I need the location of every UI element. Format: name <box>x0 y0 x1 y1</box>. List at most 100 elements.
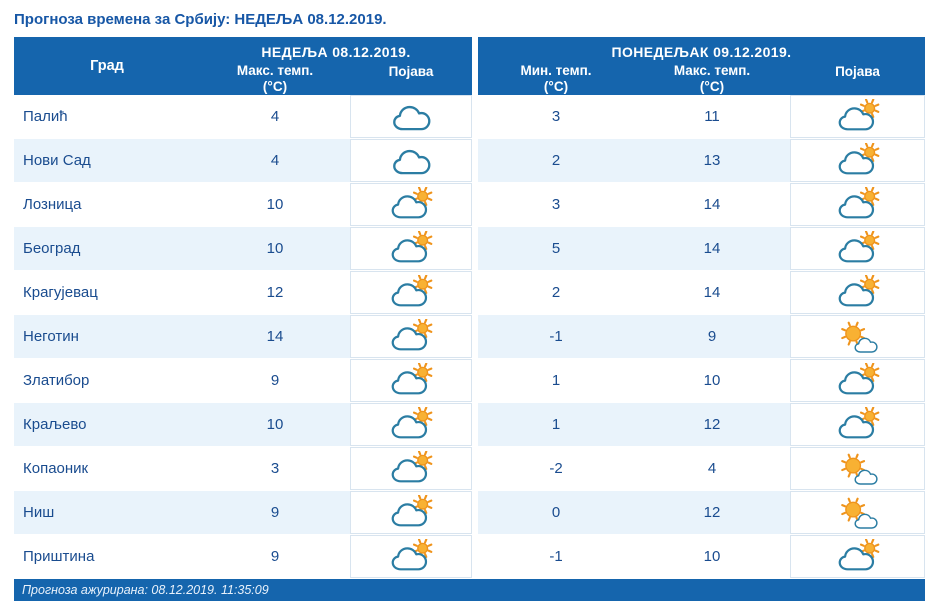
weather-partly-cloudy-icon <box>391 187 433 219</box>
col-header-monday-phenomenon: Појава <box>790 61 925 95</box>
monday-min-temp-cell: 1 <box>551 416 561 433</box>
monday-weather-icon-cell <box>790 227 925 270</box>
sunday-weather-icon-cell <box>350 271 472 314</box>
monday-max-temp-cell: 14 <box>703 240 721 257</box>
col-header-sunday-phenomenon: Појава <box>350 61 472 95</box>
weather-mostly-sunny-icon <box>840 497 878 529</box>
sunday-weather-icon-cell <box>350 227 472 270</box>
group-divider <box>472 491 478 534</box>
group-divider <box>472 95 478 138</box>
weather-partly-cloudy-icon <box>391 407 433 439</box>
city-cell: Ниш <box>23 504 55 521</box>
city-cell: Неготин <box>23 328 79 345</box>
sunday-weather-icon-cell <box>350 139 472 182</box>
group-divider <box>472 315 478 358</box>
cloud-icon <box>391 503 428 527</box>
page-title: Прогноза времена за Србију: НЕДЕЉА 08.12… <box>14 11 387 28</box>
monday-min-temp-cell: 3 <box>551 108 561 125</box>
cloud-icon <box>391 371 428 395</box>
group-divider <box>472 359 478 402</box>
sunday-weather-icon-cell <box>350 359 472 402</box>
sunday-max-temp-cell: 9 <box>270 548 280 565</box>
sun-icon <box>840 453 865 478</box>
weather-partly-cloudy-icon <box>838 363 879 395</box>
table-row: Копаоник 3 -2 4 <box>14 447 925 491</box>
monday-min-temp-cell: -2 <box>549 460 563 477</box>
footer-bar: Прогноза ажурирана: 08.12.2019. 11:35:09 <box>14 579 925 601</box>
sunday-weather-icon-cell <box>350 95 472 138</box>
col-unit: (°C) <box>543 79 569 95</box>
monday-weather-icon-cell <box>790 359 925 402</box>
table-row: Београд 10 5 14 <box>14 227 925 271</box>
monday-weather-icon-cell <box>790 447 925 490</box>
weather-partly-cloudy-icon <box>838 187 879 219</box>
cloud-icon <box>838 239 874 263</box>
sun-icon <box>412 231 433 250</box>
monday-weather-icon-cell <box>790 139 925 182</box>
forecast-table: Град НЕДЕЉА 08.12.2019. ПОНЕДЕЉАК 09.12.… <box>14 37 925 579</box>
monday-min-temp-cell: 2 <box>551 284 561 301</box>
sunday-max-temp-cell: 9 <box>270 504 280 521</box>
monday-weather-icon-cell <box>790 535 925 578</box>
weather-partly-cloudy-icon <box>838 231 879 263</box>
sunday-weather-icon-cell <box>350 535 472 578</box>
city-cell: Палић <box>23 108 68 125</box>
monday-min-temp-cell: -1 <box>549 328 563 345</box>
table-row: Лозница 10 3 14 <box>14 183 925 227</box>
cloud-icon <box>391 195 428 219</box>
group-divider <box>472 271 478 314</box>
sunday-weather-icon-cell <box>350 183 472 226</box>
monday-max-temp-cell: 13 <box>703 152 721 169</box>
weather-partly-cloudy-icon <box>391 451 433 483</box>
table-row: Ниш 9 0 12 <box>14 491 925 535</box>
weather-partly-cloudy-icon <box>838 539 879 571</box>
monday-weather-icon-cell <box>790 315 925 358</box>
city-cell: Крагујевац <box>23 284 98 301</box>
cloud-icon <box>391 327 428 351</box>
col-header-monday-max-temp: Макс. темп. (°C) <box>634 61 790 95</box>
sun-icon <box>840 497 865 522</box>
cloud-icon <box>853 469 878 485</box>
cloud-icon <box>391 459 428 483</box>
sunday-weather-icon-cell <box>350 447 472 490</box>
last-updated-text: Прогноза ажурирана: 08.12.2019. 11:35:09 <box>22 583 269 597</box>
monday-max-temp-cell: 10 <box>703 548 721 565</box>
cloud-icon <box>853 513 878 529</box>
cloud-icon <box>838 107 874 131</box>
cloud-icon <box>391 547 428 571</box>
monday-min-temp-cell: 0 <box>551 504 561 521</box>
col-unit: (°C) <box>262 79 288 95</box>
monday-weather-icon-cell <box>790 183 925 226</box>
col-header-sunday-max-temp: Макс. темп. (°C) <box>200 61 350 95</box>
weather-partly-cloudy-icon <box>838 275 879 307</box>
weather-partly-cloudy-icon <box>391 539 433 571</box>
weather-partly-cloudy-icon <box>838 407 879 439</box>
city-cell: Златибор <box>23 372 90 389</box>
city-cell: Нови Сад <box>23 152 91 169</box>
sunday-max-temp-cell: 10 <box>266 196 284 213</box>
city-cell: Копаоник <box>23 460 89 477</box>
table-row: Краљево 10 1 12 <box>14 403 925 447</box>
group-divider <box>472 535 478 578</box>
monday-weather-icon-cell <box>790 491 925 534</box>
col-header-monday-min-temp: Мин. темп. (°C) <box>478 61 634 95</box>
sunday-max-temp-cell: 10 <box>266 416 284 433</box>
sunday-weather-icon-cell <box>350 491 472 534</box>
col-unit: (°C) <box>699 79 725 95</box>
cloud-icon <box>838 371 874 395</box>
table-row: Приштина 9 -1 10 <box>14 535 925 579</box>
monday-max-temp-cell: 12 <box>703 416 721 433</box>
table-row: Неготин 14 -1 9 <box>14 315 925 359</box>
header-group-monday: ПОНЕДЕЉАК 09.12.2019. <box>611 44 792 60</box>
cloud-icon <box>391 415 428 439</box>
sunday-max-temp-cell: 10 <box>266 240 284 257</box>
monday-min-temp-cell: 3 <box>551 196 561 213</box>
cloud-icon <box>838 195 874 219</box>
weather-partly-cloudy-icon <box>838 99 879 131</box>
sunday-max-temp-cell: 4 <box>270 108 280 125</box>
group-divider <box>472 183 478 226</box>
weather-mostly-sunny-icon <box>840 321 878 353</box>
col-label: Појава <box>388 64 434 79</box>
header-group-sunday: НЕДЕЉА 08.12.2019. <box>261 44 411 60</box>
